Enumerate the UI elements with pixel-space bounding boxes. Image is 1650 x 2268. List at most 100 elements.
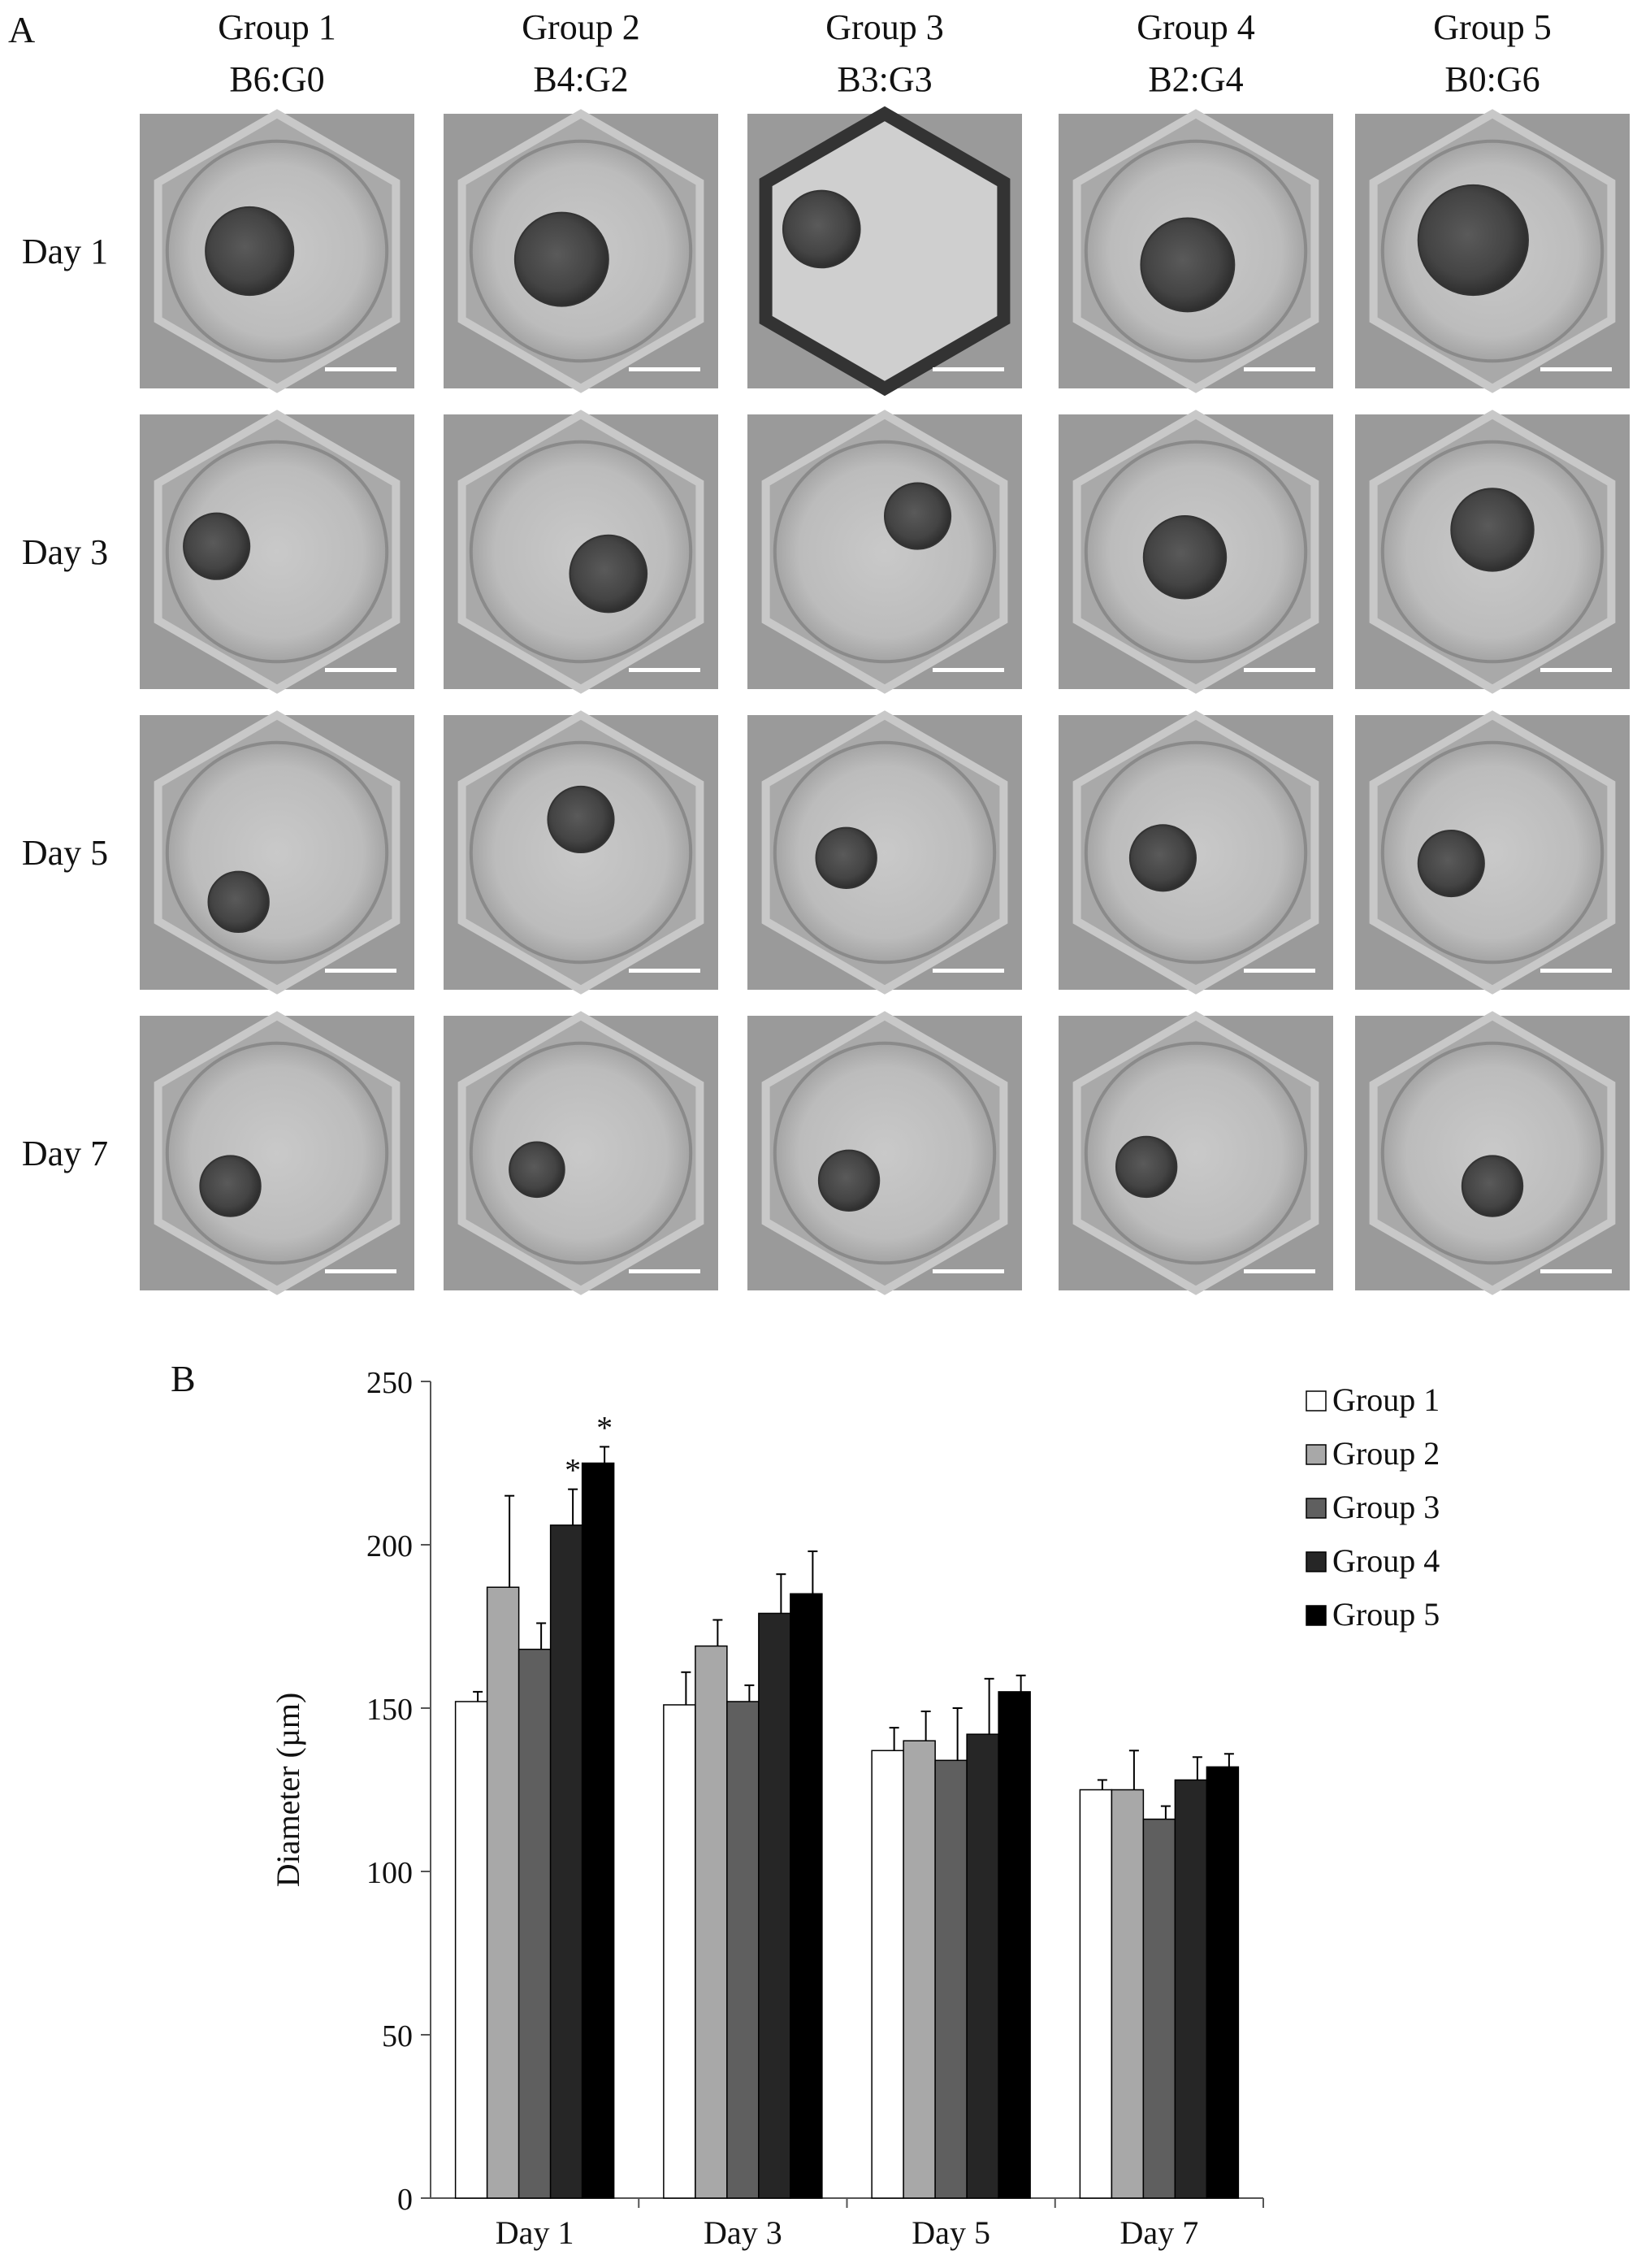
column-title: Group 3 bbox=[825, 7, 943, 47]
legend-label: Group 5 bbox=[1332, 1596, 1440, 1633]
column-ratio: B3:G3 bbox=[837, 59, 932, 99]
scale-bar bbox=[629, 367, 700, 371]
column-title: Group 4 bbox=[1137, 7, 1254, 47]
spheroid bbox=[569, 534, 648, 614]
bar bbox=[581, 1462, 615, 2199]
y-tick-label: 150 bbox=[366, 1693, 413, 1727]
micrograph bbox=[140, 710, 414, 995]
micrograph bbox=[747, 106, 1022, 397]
x-tick-label: Day 7 bbox=[1120, 2214, 1199, 2251]
column-ratio: B6:G0 bbox=[229, 59, 324, 99]
scale-bar bbox=[1540, 367, 1612, 371]
bar bbox=[1111, 1789, 1145, 2199]
spheroid bbox=[1417, 829, 1485, 898]
spheroid bbox=[547, 785, 615, 854]
micrograph bbox=[444, 109, 718, 393]
bar bbox=[966, 1733, 999, 2199]
bar bbox=[486, 1586, 520, 2199]
micrograph bbox=[140, 1011, 414, 1295]
spheroid bbox=[1140, 217, 1236, 313]
scale-bar bbox=[1540, 1269, 1612, 1273]
micrograph bbox=[747, 710, 1022, 995]
scale-bar bbox=[1540, 969, 1612, 973]
scale-bar bbox=[325, 668, 396, 672]
spheroid bbox=[1417, 184, 1529, 297]
row-label: Day 3 bbox=[22, 532, 108, 572]
micrograph bbox=[1355, 109, 1630, 393]
scale-bar bbox=[629, 668, 700, 672]
spheroid bbox=[207, 870, 270, 934]
micrograph bbox=[1059, 410, 1333, 694]
y-axis-label: Diameter (µm) bbox=[270, 1693, 306, 1888]
legend-swatch bbox=[1306, 1498, 1327, 1519]
bar bbox=[998, 1691, 1031, 2199]
spheroid bbox=[815, 826, 877, 889]
bar bbox=[663, 1704, 696, 2199]
bar bbox=[790, 1593, 823, 2199]
scale-bar bbox=[629, 1269, 700, 1273]
scale-bar bbox=[933, 668, 1004, 672]
spheroid bbox=[817, 1149, 881, 1212]
scale-bar bbox=[933, 367, 1004, 371]
bar-chart: 0 50 100 150 200 250 Diameter (µm) * * Day 1 Day 3… bbox=[270, 1366, 1440, 2251]
scale-bar bbox=[325, 1269, 396, 1273]
y-tick-label: 200 bbox=[366, 1529, 413, 1563]
y-tick-label: 250 bbox=[366, 1366, 413, 1400]
bar bbox=[1174, 1779, 1208, 2199]
scale-bar bbox=[325, 367, 396, 371]
legend-swatch bbox=[1306, 1390, 1327, 1412]
scale-bar bbox=[1244, 367, 1315, 371]
legend-label: Group 2 bbox=[1332, 1435, 1440, 1472]
bar bbox=[518, 1648, 552, 2199]
y-tick-label: 100 bbox=[366, 1856, 413, 1890]
micrograph bbox=[1355, 710, 1630, 995]
x-tick-label: Day 1 bbox=[496, 2214, 574, 2251]
bar bbox=[758, 1612, 791, 2199]
spheroid bbox=[1461, 1155, 1524, 1217]
bar bbox=[1142, 1818, 1176, 2199]
scale-bar bbox=[629, 969, 700, 973]
legend-label: Group 3 bbox=[1332, 1489, 1440, 1525]
bar bbox=[454, 1701, 488, 2199]
micrograph bbox=[1059, 109, 1333, 393]
legend-label: Group 4 bbox=[1332, 1542, 1440, 1579]
y-tick-label: 50 bbox=[382, 2019, 413, 2053]
micrograph bbox=[444, 1011, 718, 1295]
scale-bar bbox=[933, 969, 1004, 973]
column-ratio: B4:G2 bbox=[533, 59, 628, 99]
scale-bar bbox=[1244, 969, 1315, 973]
micrograph bbox=[140, 109, 414, 393]
micrograph bbox=[747, 410, 1022, 694]
spheroid bbox=[884, 482, 952, 550]
micrograph bbox=[1059, 710, 1333, 995]
scale-bar bbox=[1540, 668, 1612, 672]
spheroid bbox=[782, 189, 861, 269]
micrograph bbox=[444, 410, 718, 694]
legend: Group 1 Group 2 Group 3 Group 4 Group 5 bbox=[1306, 1381, 1440, 1633]
spheroid bbox=[205, 206, 295, 297]
scale-bar bbox=[933, 1269, 1004, 1273]
panel-b-label: B bbox=[171, 1358, 196, 1399]
column-ratio: B0:G6 bbox=[1444, 59, 1540, 99]
bar bbox=[726, 1701, 760, 2199]
spheroid bbox=[183, 512, 251, 580]
significance-mark: * bbox=[596, 1409, 613, 1446]
row-label: Day 5 bbox=[22, 833, 108, 873]
micrograph bbox=[1059, 1011, 1333, 1295]
spheroid bbox=[1142, 515, 1228, 600]
bar bbox=[903, 1740, 936, 2199]
spheroid bbox=[509, 1141, 565, 1199]
legend-swatch bbox=[1306, 1444, 1327, 1465]
micrograph-grid: Group 1 B6:G0 Group 2 B4:G2 Group 3 B3:G3 Grou… bbox=[22, 7, 1630, 1295]
row-label: Day 1 bbox=[22, 232, 108, 271]
micrograph bbox=[747, 1011, 1022, 1295]
bar bbox=[871, 1750, 904, 2199]
micrograph bbox=[1355, 410, 1630, 694]
significance-mark: * bbox=[565, 1452, 581, 1489]
micrograph bbox=[444, 710, 718, 995]
spheroid bbox=[1450, 488, 1535, 572]
micrograph bbox=[1355, 1011, 1630, 1295]
column-title: Group 2 bbox=[522, 7, 639, 47]
panel-a-label: A bbox=[8, 9, 35, 50]
